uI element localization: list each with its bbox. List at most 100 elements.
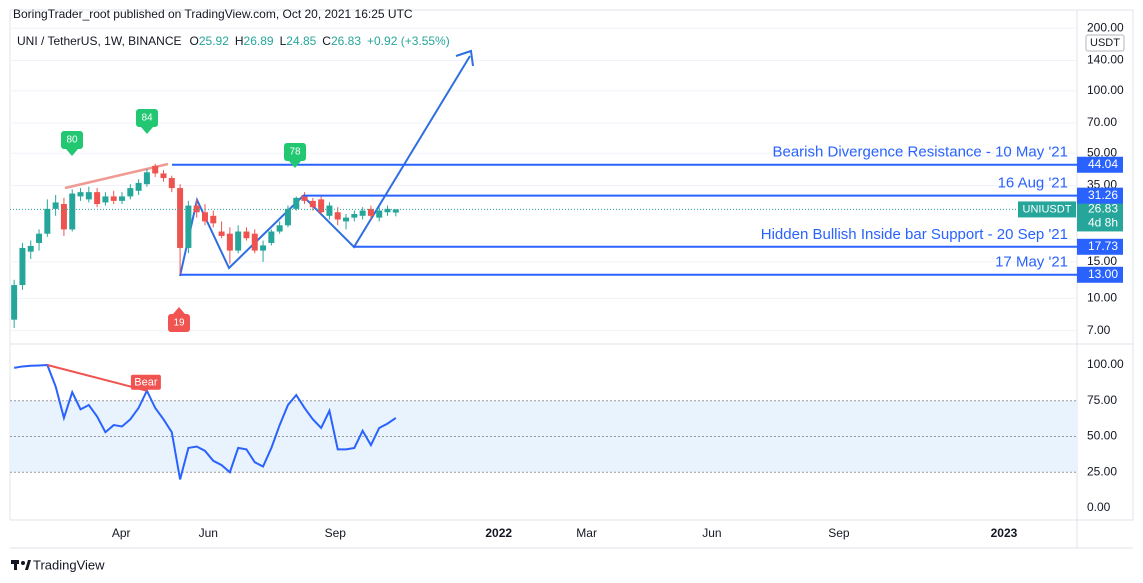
y-tick-label: 50.00 <box>1087 429 1117 443</box>
level-label: 13.00 <box>1088 267 1118 281</box>
candle-body <box>60 203 67 230</box>
x-tick-label: Mar <box>576 526 597 540</box>
candle-body <box>193 205 200 213</box>
signal-label: 84 <box>141 113 153 124</box>
candle-body <box>392 209 399 213</box>
signal-pointer <box>141 127 153 134</box>
logo-part <box>14 560 17 570</box>
level-label: 44.04 <box>1088 157 1118 171</box>
candle-body <box>94 192 101 204</box>
zigzag <box>179 55 471 277</box>
signal-box <box>136 109 158 127</box>
ohlc-key: C <box>322 34 331 48</box>
candle-body <box>284 208 291 226</box>
logo-part <box>25 560 31 570</box>
candle-body <box>69 193 76 230</box>
rsi-line <box>13 363 397 480</box>
candle-body <box>343 217 350 222</box>
candle-body <box>143 172 150 185</box>
y-tick-label: 75.00 <box>1087 393 1117 407</box>
currency-box <box>1085 34 1125 52</box>
candle-body <box>367 208 374 216</box>
signal-box <box>168 314 190 332</box>
bear-label: Bear <box>134 377 158 389</box>
countdown: 4d 8h <box>1088 216 1118 230</box>
logo-part <box>21 561 25 565</box>
y-tick-label: 200.00 <box>1087 20 1124 34</box>
y-tick-label: 100.00 <box>1087 83 1124 97</box>
level-note: Hidden Bullish Inside bar Support - 20 S… <box>761 226 1068 243</box>
candle-body <box>110 196 117 201</box>
candle-body <box>260 245 267 251</box>
last-price-bg <box>1077 201 1123 232</box>
candle-body <box>11 285 18 320</box>
x-tick-label: Sep <box>325 526 347 540</box>
candle-body <box>152 165 159 174</box>
level-box <box>1077 266 1123 283</box>
candle-body <box>27 245 34 252</box>
candle-body <box>376 210 383 218</box>
ohlc-key: L <box>280 34 287 48</box>
symbol-tag-bg <box>1018 201 1076 218</box>
y-tick-label: 70.00 <box>1087 115 1117 129</box>
level-label: 31.26 <box>1088 188 1118 202</box>
level-label: 17.73 <box>1088 239 1118 253</box>
signal-label: 19 <box>173 318 185 329</box>
ohlc-value: 24.85 <box>286 34 316 48</box>
candle-body <box>19 247 26 286</box>
brand: TradingView <box>33 557 105 572</box>
candle-body <box>77 192 84 197</box>
x-tick-label: 2022 <box>485 526 512 540</box>
candle-body <box>160 173 167 179</box>
signal-box <box>61 131 83 149</box>
change: +0.92 (+3.55%) <box>367 34 450 48</box>
ohlc-key: O <box>190 34 199 48</box>
x-tick-label: Sep <box>828 526 850 540</box>
candle-body <box>251 233 258 251</box>
candle-body <box>201 212 208 222</box>
level-box <box>1077 238 1123 255</box>
candle-body <box>334 212 341 220</box>
signal-label: 78 <box>289 147 301 158</box>
y-tick-label: 10.00 <box>1087 291 1117 305</box>
candle-body <box>168 178 175 189</box>
x-tick-label: 2023 <box>991 526 1018 540</box>
candle-body <box>243 231 250 239</box>
signal-pointer <box>289 161 301 168</box>
candle-body <box>127 188 134 197</box>
y-tick-label: 100.00 <box>1087 357 1124 371</box>
y-tick-label: 15.00 <box>1087 254 1117 268</box>
candle-body <box>177 188 184 248</box>
signal-pointer <box>66 149 78 156</box>
y-tick-label: 0.00 <box>1087 500 1111 514</box>
candle-body <box>235 231 242 251</box>
candle-body <box>301 194 308 201</box>
level-box <box>1077 156 1123 173</box>
y-tick-label: 50.00 <box>1087 145 1117 159</box>
candle-body <box>318 199 325 213</box>
candle-body <box>218 231 225 236</box>
candle-body <box>119 196 126 201</box>
y-tick-label: 25.00 <box>1087 464 1117 478</box>
ohlc-value: 25.92 <box>199 34 229 48</box>
tv-logo <box>11 560 31 570</box>
candle-body <box>44 208 51 234</box>
candle-body <box>309 200 316 208</box>
candle-body <box>135 182 142 191</box>
y-tick-label: 140.00 <box>1087 53 1124 67</box>
candle-body <box>326 205 333 216</box>
candle-body <box>185 205 192 248</box>
candle-body <box>293 197 300 209</box>
candle-body <box>268 231 275 243</box>
last-price: 26.83 <box>1088 202 1118 216</box>
signal-pointer <box>173 307 185 314</box>
level-note: Bearish Divergence Resistance - 10 May '… <box>772 144 1068 161</box>
symbol: UNI / TetherUS, 1W, BINANCE <box>17 34 182 48</box>
signal-label: 80 <box>66 135 78 146</box>
arrow-head <box>455 49 474 67</box>
candle-body <box>85 192 92 200</box>
trendline <box>64 162 169 190</box>
published-line: BoringTrader_root published on TradingVi… <box>13 7 413 21</box>
level-note: 17 May '21 <box>995 254 1068 271</box>
